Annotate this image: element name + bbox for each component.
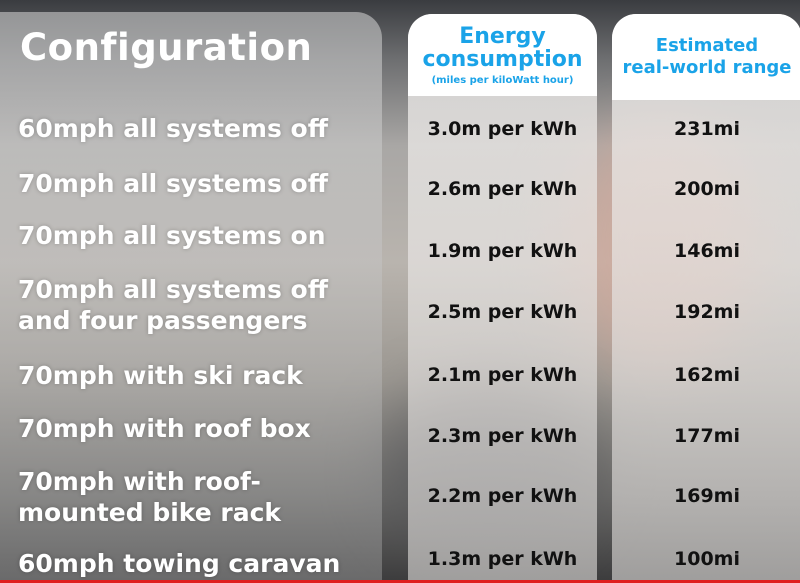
energy-header-line1: Energy <box>459 23 546 49</box>
row-label: 60mph all systems off <box>18 113 328 144</box>
energy-header: Energy consumption (miles per kiloWatt h… <box>408 14 597 96</box>
row-label: 70mph all systems off <box>18 168 328 199</box>
row-label-line: 60mph towing caravan <box>18 548 341 578</box>
range-value: 192mi <box>674 301 740 323</box>
row-label: 70mph with roof-mounted bike rack <box>18 466 281 528</box>
row-label: 60mph towing caravan <box>18 548 340 579</box>
range-value: 146mi <box>674 240 740 262</box>
range-value: 231mi <box>674 118 740 140</box>
range-header-line1: Estimated <box>655 35 759 56</box>
video-progress-bar[interactable] <box>0 580 800 583</box>
row-label-line: 70mph all systems on <box>18 220 326 250</box>
row-label: 70mph all systems on <box>18 220 326 251</box>
range-value: 177mi <box>674 425 740 447</box>
row-label-line: 70mph all systems off <box>18 275 328 304</box>
range-header-line2: real-world range <box>622 57 792 78</box>
row-label-line: and four passengers <box>18 306 308 335</box>
energy-column: Energy consumption (miles per kiloWatt h… <box>408 14 597 583</box>
range-column: Estimated real-world range <box>612 14 800 583</box>
energy-unit: (miles per kiloWatt hour) <box>431 74 574 86</box>
energy-value: 1.9m per kWh <box>427 240 578 262</box>
energy-value: 2.3m per kWh <box>427 425 578 447</box>
configuration-panel <box>0 12 382 583</box>
energy-value: 2.5m per kWh <box>427 301 578 323</box>
row-label-line: 70mph with ski rack <box>18 360 303 390</box>
energy-value: 3.0m per kWh <box>427 118 578 140</box>
row-label: 70mph with roof box <box>18 413 311 444</box>
row-label-line: 70mph with roof- <box>18 467 261 496</box>
row-label: 70mph with ski rack <box>18 360 303 391</box>
range-value: 169mi <box>674 485 740 507</box>
range-value: 162mi <box>674 364 740 386</box>
energy-header-line2: consumption <box>422 46 583 72</box>
range-header: Estimated real-world range <box>612 14 800 100</box>
range-value: 200mi <box>674 178 740 200</box>
row-label-line: 70mph with roof box <box>18 413 311 443</box>
row-label: 70mph all systems off and four passengers <box>18 274 328 336</box>
energy-value: 2.1m per kWh <box>427 364 578 386</box>
energy-value: 2.2m per kWh <box>427 485 578 507</box>
row-label-line: 70mph all systems off <box>18 168 328 198</box>
range-value: 100mi <box>674 548 740 570</box>
row-label-line: 60mph all systems off <box>18 113 328 143</box>
energy-value: 1.3m per kWh <box>427 548 578 570</box>
configuration-header: Configuration <box>20 26 313 69</box>
energy-value: 2.6m per kWh <box>427 178 578 200</box>
row-label-line: mounted bike rack <box>18 498 282 527</box>
